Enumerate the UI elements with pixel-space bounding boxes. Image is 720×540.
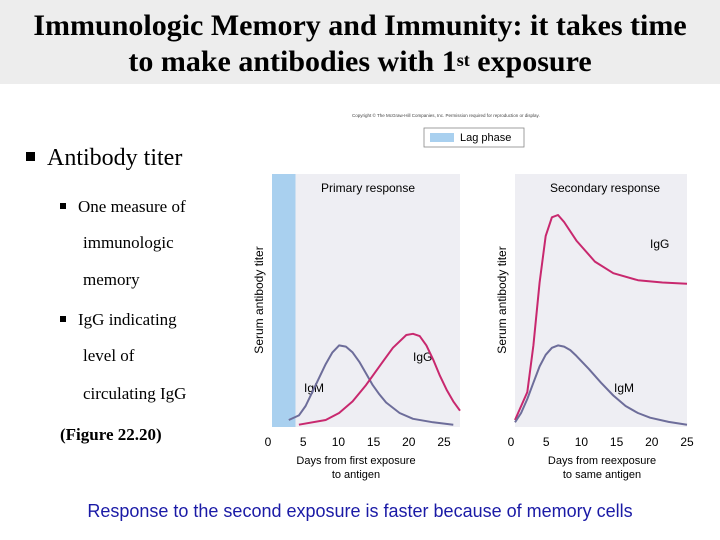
sub-bullet-2-line-1: IgG indicating <box>78 310 177 329</box>
primary-lag-phase-band <box>272 174 296 427</box>
secondary-response-title: Secondary response <box>550 181 660 195</box>
bullet-main-text: Antibody titer <box>47 145 183 171</box>
primary-x-tick-10: 10 <box>332 435 346 449</box>
sub-bullet-1-line-3: memory <box>83 270 140 289</box>
slide-title: Immunologic Memory and Immunity: it take… <box>0 8 720 80</box>
primary-igm-curve <box>288 344 454 426</box>
primary-x-axis-label-line-1: Days from first exposure <box>296 455 415 467</box>
title-line-1: Immunologic Memory and Immunity: it take… <box>33 9 687 42</box>
title-superscript: st <box>456 50 470 70</box>
secondary-igm-curve <box>514 344 688 426</box>
bullet-square-icon <box>60 316 66 322</box>
secondary-igg-curve <box>514 214 688 421</box>
primary-x-axis-label-line-2: to antigen <box>332 469 380 481</box>
primary-x-tick-5: 5 <box>300 435 307 449</box>
secondary-response-panel: Secondary response Serum antibody titer … <box>495 174 694 481</box>
title-line-2: to make antibodies with 1st exposure <box>0 44 720 80</box>
bullet-square-icon <box>26 152 35 161</box>
sub-bullet-1-line-1: One measure of <box>78 197 186 216</box>
sub-bullet-2-line-3: circulating IgG <box>83 384 187 403</box>
primary-response-title: Primary response <box>321 181 415 195</box>
title-bar <box>0 0 720 84</box>
secondary-x-tick-20: 20 <box>645 435 659 449</box>
secondary-x-axis-label-line-1: Days from reexposure <box>548 455 656 467</box>
secondary-igm-label: IgM <box>614 381 634 395</box>
primary-y-axis-label: Serum antibody titer <box>252 246 266 353</box>
lag-phase-legend-label: Lag phase <box>460 132 511 144</box>
primary-response-panel: Primary response Serum antibody titer Da… <box>252 174 461 481</box>
sub-bullet-2: IgG indicating <box>60 310 177 330</box>
lag-phase-legend-box <box>423 127 525 148</box>
secondary-y-axis-label: Serum antibody titer <box>495 246 509 353</box>
secondary-plot-area <box>515 174 687 427</box>
copyright-notice: Copyright © The McGraw-Hill Companies, I… <box>352 113 540 118</box>
primary-igg-label: IgG <box>413 350 432 364</box>
title-line-2-text: to make antibodies with 1 <box>128 45 457 78</box>
primary-igg-curve <box>298 332 461 426</box>
primary-x-tick-0: 0 <box>265 435 272 449</box>
sub-bullet-1: One measure of <box>60 197 186 217</box>
primary-x-tick-15: 15 <box>367 435 381 449</box>
sub-bullet-2-line-2: level of <box>83 346 135 365</box>
primary-plot-area <box>272 174 460 427</box>
bullet-square-icon <box>60 203 66 209</box>
figure-reference: (Figure 22.20) <box>60 425 162 444</box>
secondary-x-tick-0: 0 <box>508 435 515 449</box>
primary-x-tick-20: 20 <box>402 435 416 449</box>
sub-bullet-1-line-2: immunologic <box>83 233 174 252</box>
primary-x-tick-25: 25 <box>437 435 451 449</box>
footer-caption: Response to the second exposure is faste… <box>87 501 633 521</box>
secondary-x-tick-25: 25 <box>680 435 694 449</box>
title-line-2-tail: exposure <box>469 45 592 78</box>
secondary-igg-label: IgG <box>650 237 669 251</box>
secondary-x-tick-15: 15 <box>610 435 624 449</box>
lag-phase-legend-swatch <box>430 133 454 142</box>
secondary-x-tick-5: 5 <box>543 435 550 449</box>
secondary-x-axis-label-line-2: to same antigen <box>563 469 641 481</box>
secondary-x-tick-10: 10 <box>575 435 589 449</box>
bullet-antibody-titer: Antibody titer <box>26 145 182 172</box>
